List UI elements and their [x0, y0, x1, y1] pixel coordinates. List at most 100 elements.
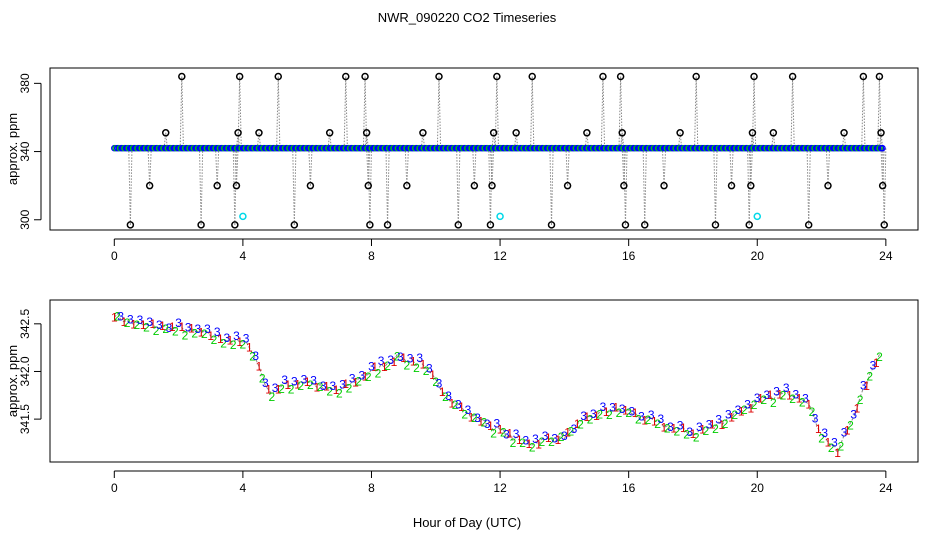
spike-connector: [751, 76, 755, 149]
series-3-point: 3: [657, 412, 664, 426]
spike-point: [364, 181, 373, 190]
series-3-point: 3: [397, 350, 404, 364]
top-y-tick-label: 340: [18, 141, 32, 161]
series-1-point: 1: [622, 403, 629, 417]
series-1-point: 1: [728, 411, 735, 425]
series-2-point: 2: [297, 379, 304, 393]
spike-connector: [129, 148, 133, 225]
series-2-point: 2: [384, 359, 391, 373]
spike-connector: [567, 148, 570, 186]
spike-point: [824, 181, 832, 190]
spike-point: [769, 129, 778, 137]
series-1-point: 1: [747, 401, 754, 415]
series-1-point: 1: [844, 423, 851, 437]
spike-point: [213, 181, 221, 190]
series-1-point: 1: [121, 315, 128, 329]
series-1-point: 1: [670, 421, 677, 435]
series-3-point: 3: [310, 373, 317, 387]
spike-point: [788, 72, 797, 81]
series-2-point: 2: [133, 318, 140, 332]
spike-connector: [642, 148, 646, 225]
series-1-point: 1: [873, 356, 880, 370]
spike-point: [711, 221, 720, 229]
series-2-point: 2: [442, 390, 449, 404]
bottom-x-tick-label: 16: [622, 481, 636, 495]
baseline-point: [879, 144, 886, 152]
series-2-point: 2: [616, 406, 623, 420]
series-2-point: 2: [635, 412, 642, 426]
series-3-point: 3: [735, 403, 742, 417]
cyan-point: [239, 212, 247, 221]
series-2-point: 2: [143, 320, 150, 334]
bottom-x-tick-label: 4: [240, 481, 247, 495]
bottom-x-tick-label: 8: [368, 481, 375, 495]
spike-connector: [406, 148, 409, 186]
series-2-point: 2: [259, 372, 266, 386]
series-3-point: 3: [677, 418, 684, 432]
spike-connector: [404, 148, 408, 186]
series-2-point: 2: [625, 406, 632, 420]
spike-connector: [827, 148, 831, 186]
spike-connector: [748, 148, 752, 225]
series-2-point: 2: [461, 407, 468, 421]
spike-connector: [644, 148, 647, 225]
spike-point: [126, 221, 135, 229]
series-3-point: 3: [590, 407, 597, 421]
series-1-point: 1: [593, 409, 600, 423]
series-2-point: 2: [664, 422, 671, 436]
bottom-dashed-line: [113, 312, 880, 455]
series-3-point: 3: [667, 420, 674, 434]
series-3-point: 3: [185, 321, 192, 335]
spike-connector: [618, 76, 622, 149]
series-2-point: 2: [240, 338, 247, 352]
series-3-point: 3: [580, 409, 587, 423]
spike-connector: [367, 148, 371, 225]
series-2-point: 2: [326, 384, 333, 398]
spike-connector: [292, 148, 295, 225]
series-1-point: 1: [584, 410, 591, 424]
spike-connector: [489, 148, 493, 225]
spike-point: [660, 181, 668, 190]
spike-point: [435, 72, 443, 81]
series-connector: [113, 312, 880, 455]
series-1-point: 1: [651, 415, 658, 429]
series-3-point: 3: [214, 325, 221, 339]
series-3-point: 3: [127, 312, 134, 326]
series-2-point: 2: [539, 435, 546, 449]
series-3-point: 3: [571, 422, 578, 436]
spike-connector: [343, 76, 347, 149]
series-3-point: 3: [416, 351, 423, 365]
series-3-point: 3: [821, 426, 828, 440]
series-2-point: 2: [789, 392, 796, 406]
series-2-point: 2: [268, 390, 275, 404]
series-2-point: 2: [558, 430, 565, 444]
spike-point: [419, 129, 427, 137]
spike-connector: [362, 76, 366, 149]
series-1-point: 1: [767, 388, 774, 402]
spike-connector: [623, 148, 626, 225]
series-3-point: 3: [802, 392, 809, 406]
series-2-point: 2: [452, 398, 459, 412]
series-3-point: 3: [301, 372, 308, 386]
series-1-point: 1: [487, 419, 494, 433]
series-1-point: 1: [612, 400, 619, 414]
series-3-point: 3: [252, 349, 259, 363]
spike-connector: [293, 148, 297, 225]
series-1-point: 1: [477, 415, 484, 429]
series-2-point: 2: [529, 441, 536, 455]
series-1-point: 1: [776, 388, 783, 402]
spike-point: [747, 181, 755, 190]
spike-connector: [309, 148, 313, 186]
series-3-point: 3: [686, 425, 693, 439]
series-3-point: 3: [513, 427, 520, 441]
top-y-axis-label: approx. ppm: [5, 113, 20, 185]
series-2-point: 2: [606, 408, 613, 422]
spike-point: [877, 129, 885, 137]
spike-connector: [488, 148, 491, 225]
series-2-point: 2: [519, 436, 526, 450]
spike-connector: [530, 76, 533, 149]
series-1-point: 1: [805, 398, 812, 412]
series-3-point: 3: [619, 402, 626, 416]
series-1-point: 1: [400, 351, 407, 365]
spike-connector: [237, 76, 241, 149]
